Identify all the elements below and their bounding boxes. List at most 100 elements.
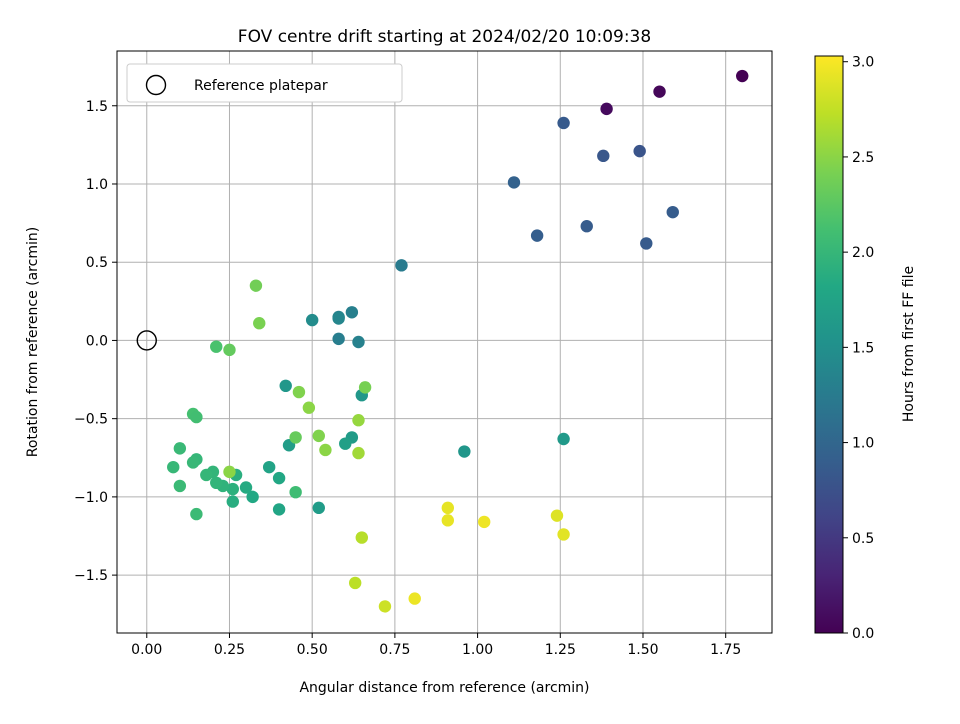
data-point <box>190 410 203 424</box>
data-point <box>600 102 613 116</box>
data-point <box>226 495 239 508</box>
data-point <box>507 176 521 189</box>
y-axis-label: Rotation from reference (arcmin) <box>25 227 41 457</box>
x-tick-label: 0.50 <box>297 642 328 658</box>
data-point <box>640 237 653 250</box>
data-point <box>262 460 276 474</box>
y-tick-label: −0.5 <box>74 412 108 428</box>
colorbar-tick-label: 1.0 <box>852 436 874 452</box>
y-tick-label: −1.5 <box>74 568 108 584</box>
data-point <box>302 401 316 414</box>
data-point <box>345 306 359 319</box>
data-point <box>279 379 292 393</box>
data-point <box>352 335 365 349</box>
y-tick-label: −1.0 <box>74 490 108 506</box>
colorbar-ticks: 0.0 0.5 1.0 1.5 2.0 2.5 3.0 <box>843 55 874 642</box>
legend-box <box>126 63 403 103</box>
data-point <box>210 340 223 353</box>
x-axis: 0.00 0.25 0.50 0.75 1.00 1.25 1.50 1.75 <box>131 633 741 658</box>
data-point <box>312 501 325 515</box>
colorbar-tick-label: 3.0 <box>852 55 874 71</box>
data-point <box>597 149 610 163</box>
data-point <box>653 85 666 98</box>
data-point <box>272 471 286 485</box>
legend: Reference platepar <box>126 63 403 103</box>
x-tick-label: 0.25 <box>214 642 245 658</box>
data-point <box>223 465 236 479</box>
legend-label: Reference platepar <box>194 78 328 94</box>
data-point <box>358 381 372 394</box>
data-point <box>173 442 187 455</box>
data-point <box>633 144 646 158</box>
colorbar-tick-label: 1.5 <box>852 340 874 356</box>
data-point <box>249 279 263 292</box>
y-axis: −1.5 −1.0 −0.5 0.0 0.5 1.0 1.5 <box>74 99 117 584</box>
colorbar <box>815 56 843 633</box>
data-point <box>557 432 570 446</box>
data-point <box>557 528 570 541</box>
data-point <box>441 514 455 527</box>
x-tick-label: 1.50 <box>627 642 658 658</box>
data-point <box>200 468 213 482</box>
data-point <box>550 509 564 522</box>
data-point <box>339 437 352 450</box>
data-point <box>292 385 306 399</box>
data-point <box>352 414 365 427</box>
data-point <box>167 460 180 474</box>
x-axis-label: Angular distance from reference (arcmin) <box>299 680 589 696</box>
data-points <box>167 69 749 613</box>
colorbar-label: Hours from first FF file <box>901 266 917 422</box>
data-point <box>736 69 749 83</box>
colorbar-frame <box>814 55 844 634</box>
data-point <box>210 476 223 490</box>
data-point <box>348 576 362 590</box>
data-point <box>395 259 408 272</box>
colorbar-tick-label: 2.5 <box>852 150 874 166</box>
x-tick-label: 1.25 <box>545 642 576 658</box>
x-tick-label: 1.00 <box>462 642 493 658</box>
data-point <box>190 507 203 521</box>
data-point <box>319 443 332 457</box>
y-tick-label: 1.5 <box>86 99 108 115</box>
data-point <box>458 445 471 458</box>
data-point <box>186 456 200 469</box>
data-point <box>312 429 325 443</box>
grid <box>117 51 772 633</box>
data-point <box>332 332 345 346</box>
data-point <box>305 313 319 327</box>
data-point <box>173 479 187 493</box>
plot-frame <box>116 50 773 634</box>
data-point <box>477 515 491 529</box>
data-point <box>557 116 570 130</box>
reference-platepar-marker <box>136 330 157 351</box>
y-tick-label: 0.0 <box>86 333 108 349</box>
data-point <box>289 485 302 499</box>
data-point <box>239 481 253 494</box>
data-point <box>289 431 302 444</box>
x-tick-label: 1.75 <box>710 642 741 658</box>
y-tick-label: 0.5 <box>86 255 108 271</box>
chart-title: FOV centre drift starting at 2024/02/20 … <box>238 27 651 47</box>
colorbar-tick-label: 0.0 <box>852 626 874 642</box>
data-point <box>408 592 421 605</box>
x-tick-label: 0.00 <box>131 642 162 658</box>
data-point <box>226 482 239 496</box>
data-point <box>332 312 345 325</box>
data-point <box>355 531 368 544</box>
legend-marker-circle-icon <box>145 74 167 96</box>
data-point <box>352 446 365 460</box>
data-point <box>246 490 259 504</box>
x-tick-label: 0.75 <box>379 642 410 658</box>
data-point <box>378 600 392 613</box>
data-point <box>223 343 236 357</box>
data-point <box>253 317 266 330</box>
data-point <box>272 503 286 516</box>
colorbar-tick-label: 2.0 <box>852 245 874 261</box>
data-point <box>666 205 679 219</box>
colorbar-tick-label: 0.5 <box>852 531 874 547</box>
y-tick-label: 1.0 <box>86 177 108 193</box>
data-point <box>580 220 593 233</box>
data-point <box>441 501 455 515</box>
data-point <box>530 229 544 242</box>
